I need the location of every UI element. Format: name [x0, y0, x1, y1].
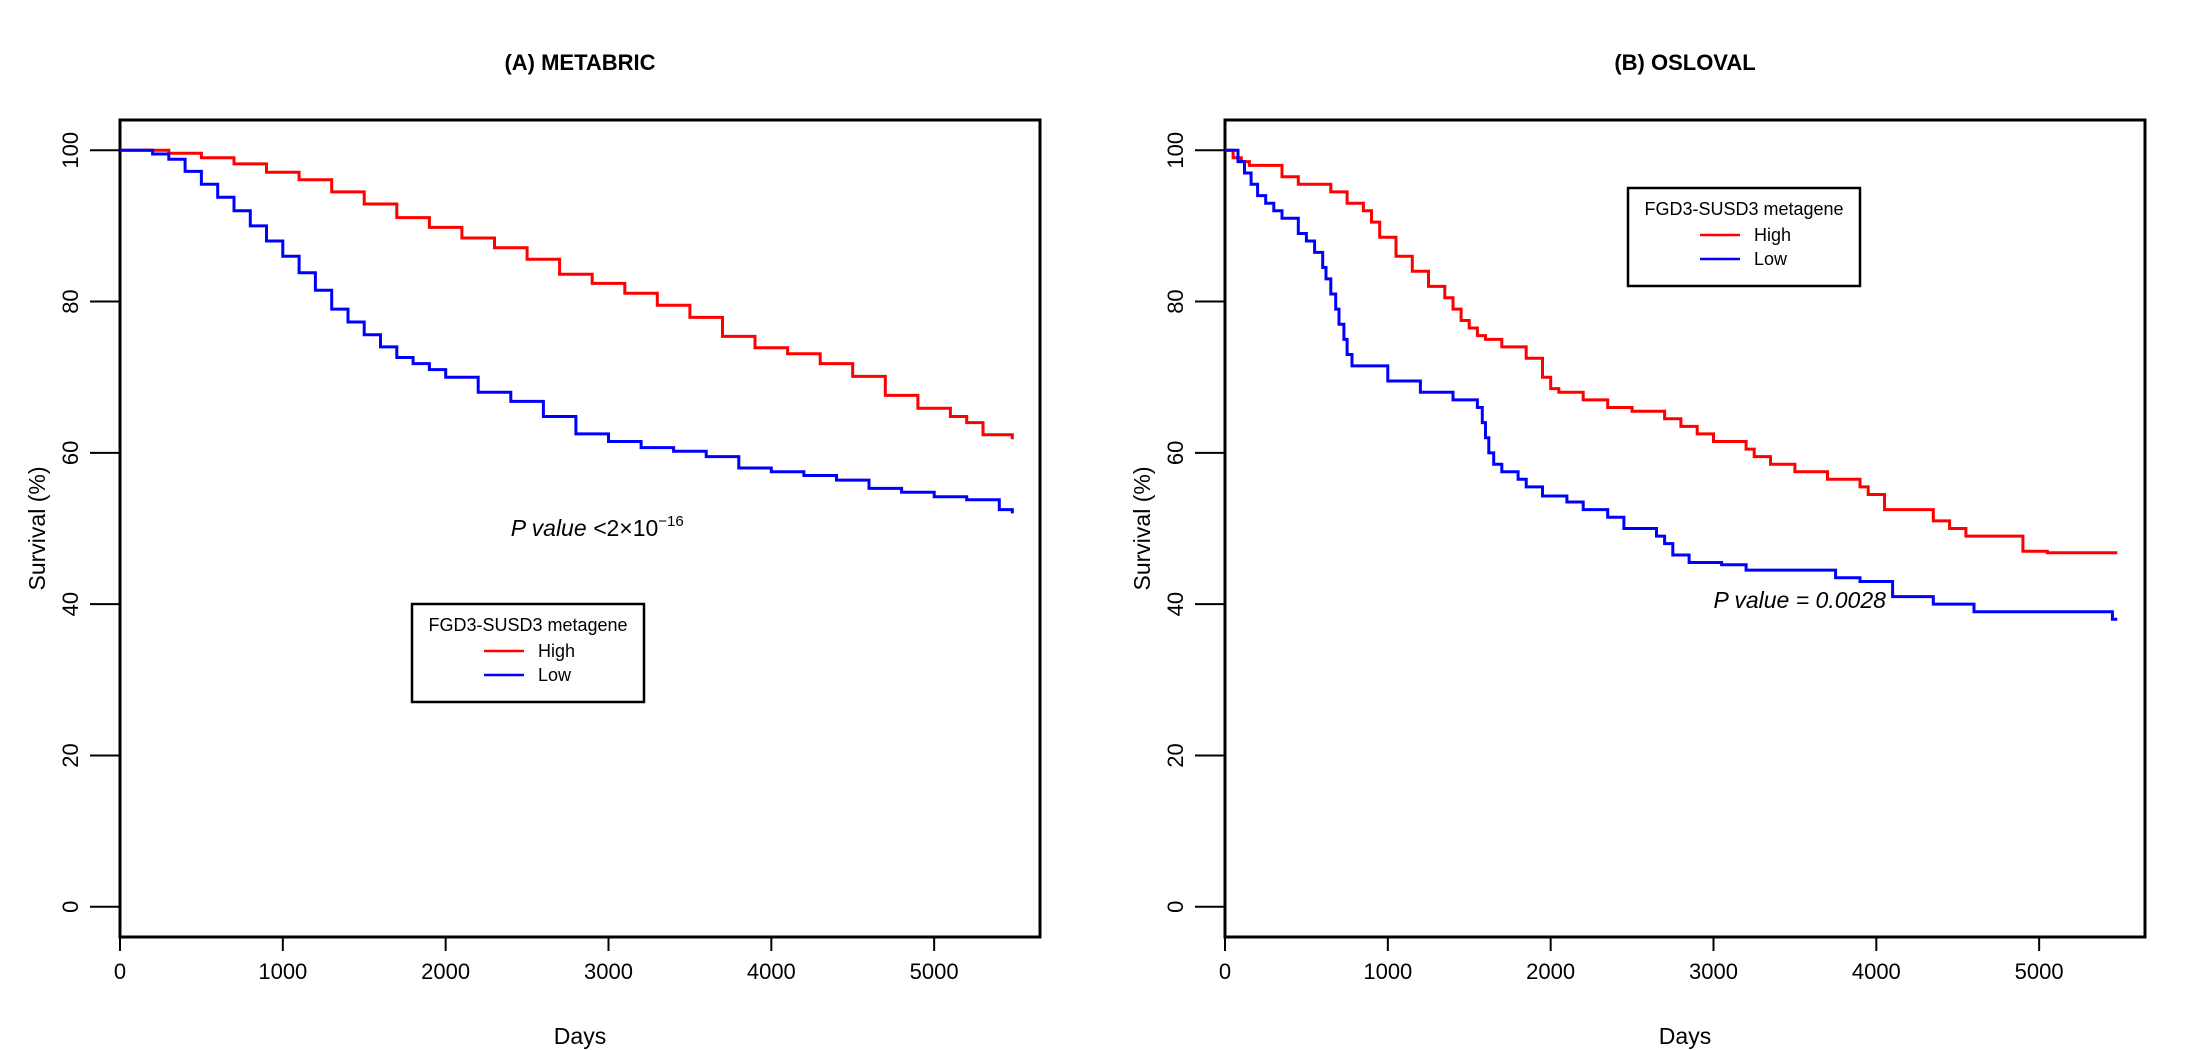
panel-b-x-tick-label: 1000	[1363, 959, 1412, 984]
panel-a-xlabel: Days	[554, 1023, 606, 1049]
panel-a-y-tick-label: 20	[58, 743, 83, 767]
panel-a-legend-label-low: Low	[538, 665, 572, 685]
panel-b-plot-frame	[1223, 118, 2147, 939]
panel-b-legend-box	[1626, 186, 1862, 288]
panel-b-x-tick-label: 5000	[2015, 959, 2064, 984]
panel-a-x-tick-label: 1000	[258, 959, 307, 984]
panel-b-x-tick-label: 3000	[1689, 959, 1738, 984]
panel-a-pvalue: P value <2×10−16	[511, 513, 684, 541]
panel-b-y-tick-label: 40	[1163, 592, 1188, 616]
panel-b-y-tick-label: 60	[1163, 441, 1188, 465]
panel-a-y-tick-label: 40	[58, 592, 83, 616]
panel-a-pvalue-prefix: P value <	[511, 515, 607, 541]
panel-a-y-tick-label: 0	[58, 901, 83, 913]
panel-b-legend-label-high: High	[1754, 225, 1791, 245]
panel-a-title: (A) METABRIC	[504, 50, 655, 75]
panel-b-legend-label-low: Low	[1754, 249, 1788, 269]
panel-a-series-low-line	[120, 148, 1014, 514]
panel-b-pvalue: P value = 0.0028	[1713, 587, 1886, 613]
panel-b-x-tick-label: 2000	[1526, 959, 1575, 984]
panel-a: (A) METABRIC Days Survival (%) P value <…	[24, 50, 1042, 1049]
panel-a-legend-title: FGD3-SUSD3 metagene	[428, 615, 627, 635]
panel-b-xlabel: Days	[1659, 1023, 1711, 1049]
panel-b-title: (B) OSLOVAL	[1614, 50, 1755, 75]
panel-a-x-tick-label: 4000	[747, 959, 796, 984]
panel-b-ylabel: Survival (%)	[1129, 467, 1155, 591]
panel-a-y-tick-label: 60	[58, 441, 83, 465]
panel-a-x-tick-label: 2000	[421, 959, 470, 984]
panel-a-pvalue-base: 2×10	[606, 515, 658, 541]
panel-b-series-high-line	[1225, 148, 2118, 555]
panel-b-y-tick-label: 0	[1163, 901, 1188, 913]
panel-a-y-tick-label: 80	[58, 289, 83, 313]
panel-b-legend-title: FGD3-SUSD3 metagene	[1644, 199, 1843, 219]
panel-b-y-tick-label: 20	[1163, 743, 1188, 767]
panel-a-plot-frame	[118, 118, 1042, 939]
panel-b-x-tick-label: 4000	[1852, 959, 1901, 984]
panel-a-x-tick-label: 3000	[584, 959, 633, 984]
panel-a-x-tick-label: 5000	[910, 959, 959, 984]
panel-b-y-tick-label: 80	[1163, 289, 1188, 313]
panel-b: (B) OSLOVAL Days Survival (%) P value = …	[1129, 50, 2147, 1049]
panel-a-pvalue-exponent: −16	[658, 513, 683, 530]
panel-b-x-tick-label: 0	[1219, 959, 1231, 984]
panel-a-legend-box	[410, 602, 646, 704]
panel-a-y-tick-label: 100	[58, 132, 83, 169]
panel-a-legend-label-high: High	[538, 641, 575, 661]
panel-a-ylabel: Survival (%)	[24, 467, 50, 591]
panel-b-series-low-line	[1225, 148, 2118, 621]
panel-b-y-tick-label: 100	[1163, 132, 1188, 169]
panel-a-legend: FGD3-SUSD3 metagene High Low	[410, 602, 646, 704]
panel-a-series-high-line	[120, 148, 1014, 440]
panel-a-x-tick-label: 0	[114, 959, 126, 984]
panel-b-legend: FGD3-SUSD3 metagene High Low	[1626, 186, 1862, 288]
